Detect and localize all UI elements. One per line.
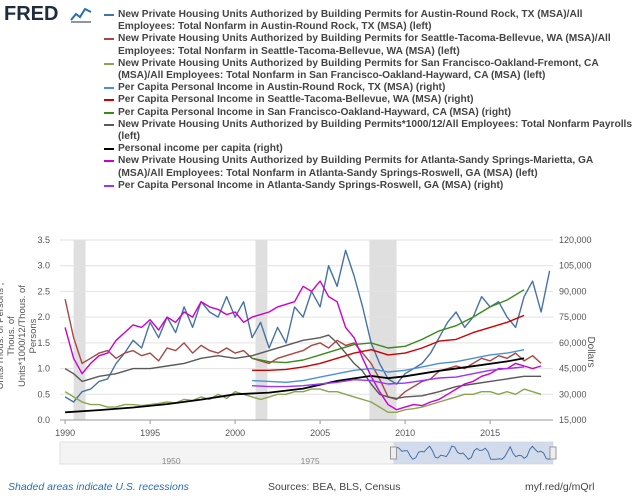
x-tick-label: 2005: [310, 428, 330, 438]
series-line: [252, 366, 525, 388]
right-tick-label: 30,000: [559, 389, 587, 399]
legend-item[interactable]: New Private Housing Units Authorized by …: [104, 58, 634, 82]
recession-band: [255, 240, 268, 420]
legend-swatch: [104, 87, 114, 90]
legend-label: Per Capita Personal Income in Atlanta-Sa…: [118, 179, 504, 191]
legend-swatch: [104, 160, 114, 163]
legend-item[interactable]: New Private Housing Units Authorized by …: [104, 9, 634, 33]
legend-label: New Private Housing Units Authorized by …: [118, 33, 611, 57]
navigator-tick-label: 1975: [301, 456, 320, 466]
navigator-tick-label: 1950: [162, 456, 181, 466]
series-line: [64, 249, 551, 403]
chart-legend: New Private Housing Units Authorized by …: [104, 9, 634, 192]
legend-label: Per Capita Personal Income in Seattle-Ta…: [118, 94, 474, 106]
left-tick-label: 2.0: [37, 312, 50, 322]
recession-band: [73, 240, 86, 420]
legend-item[interactable]: New Private Housing Units Authorized by …: [104, 33, 634, 57]
right-tick-label: 105,000: [559, 261, 592, 271]
legend-swatch: [104, 123, 114, 126]
x-tick-label: 1995: [140, 428, 160, 438]
left-tick-label: 1.5: [37, 338, 50, 348]
series-line: [64, 334, 542, 400]
legend-swatch: [104, 62, 114, 65]
right-axis-label: Dollars: [585, 336, 596, 368]
navigator-handle-left[interactable]: [389, 446, 397, 460]
left-tick-label: 1.0: [37, 364, 50, 374]
series-line: [252, 314, 525, 372]
right-tick-label: 90,000: [559, 286, 587, 296]
legend-swatch: [104, 99, 114, 102]
left-tick-label: 3.0: [37, 261, 50, 271]
recession-note: Shaded areas indicate U.S. recessions: [8, 481, 189, 493]
short-url-link[interactable]: myf.red/g/mQrl: [525, 481, 595, 493]
left-tick-label: 0.0: [37, 415, 50, 425]
x-tick-label: 2010: [395, 428, 415, 438]
chart-logo-icon: [70, 5, 92, 23]
legend-label: New Private Housing Units Authorized by …: [118, 9, 583, 33]
left-tick-label: 3.5: [37, 235, 50, 245]
series-line: [64, 388, 542, 414]
legend-label: New Private Housing Units Authorized by …: [118, 57, 599, 82]
legend-swatch: [104, 184, 114, 187]
right-tick-label: 45,000: [559, 364, 587, 374]
x-tick-label: 2015: [480, 428, 500, 438]
left-tick-label: 0.5: [37, 389, 50, 399]
legend-item[interactable]: New Private Housing Units Authorized by …: [104, 119, 634, 143]
series-line: [252, 349, 525, 384]
right-tick-label: 75,000: [559, 312, 587, 322]
legend-item[interactable]: Personal income per capita (right): [104, 143, 634, 155]
left-axis-label: Units/Thous. of Persons , Thous. of Unit…: [0, 283, 39, 390]
right-tick-label: 120,000: [559, 235, 592, 245]
navigator-handle-right[interactable]: [549, 446, 557, 460]
legend-item[interactable]: Per Capita Personal Income in Atlanta-Sa…: [104, 180, 634, 192]
left-tick-label: 2.5: [37, 286, 50, 296]
legend-swatch: [104, 14, 114, 16]
chart-plot: 0.0 0.5 1.0 1.5 2.0 2.5 3.0 3.5 15,000 30,000 45,0…: [37, 235, 592, 466]
legend-label: New Private Housing Units Authorized by …: [118, 155, 593, 179]
legend-item[interactable]: Per Capita Personal Income in San Franci…: [104, 107, 634, 119]
recession-band: [369, 240, 397, 420]
navigator-line: [393, 445, 553, 460]
legend-item[interactable]: Per Capita Personal Income in Austin-Rou…: [104, 82, 634, 94]
right-tick-label: 60,000: [559, 338, 587, 348]
series-line: [251, 289, 525, 364]
legend-label: Personal income per capita (right): [118, 143, 283, 155]
fred-logo[interactable]: FRED: [4, 3, 59, 25]
legend-item[interactable]: New Private Housing Units Authorized by …: [104, 155, 634, 179]
legend-swatch: [104, 38, 114, 41]
legend-swatch: [104, 148, 114, 151]
legend-label: New Private Housing Units Authorized by …: [118, 118, 633, 143]
legend-label: Per Capita Personal Income in Austin-Rou…: [118, 82, 446, 94]
x-tick-label: 1990: [55, 428, 75, 438]
x-tick-label: 2000: [225, 428, 245, 438]
chart-header: FRED New Private Housing Units Authorize…: [0, 0, 640, 232]
series-line: [65, 357, 525, 414]
sources-text: Sources: BEA, BLS, Census: [268, 481, 401, 493]
legend-item[interactable]: Per Capita Personal Income in Seattle-Ta…: [104, 94, 634, 106]
right-tick-label: 15,000: [559, 415, 587, 425]
series-line: [64, 280, 542, 411]
legend-swatch: [104, 111, 114, 114]
legend-label: Per Capita Personal Income in San Franci…: [118, 106, 512, 118]
